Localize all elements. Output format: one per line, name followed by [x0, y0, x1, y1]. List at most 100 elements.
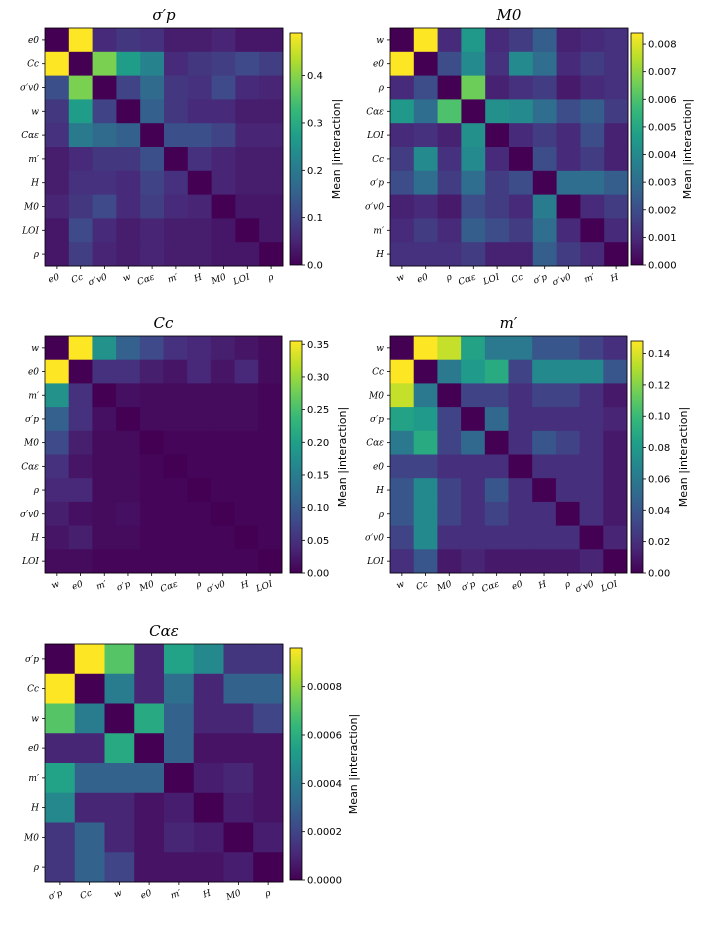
- heatmap-cell: [532, 407, 557, 432]
- x-tick-label: ρ: [444, 272, 454, 284]
- heatmap-cell: [187, 454, 212, 479]
- panel-title: σ′p: [152, 6, 176, 24]
- heatmap-cell: [140, 218, 165, 243]
- y-tick-label: H: [30, 533, 39, 543]
- x-tick-label: m′: [583, 272, 596, 285]
- heatmap-cell: [116, 478, 141, 503]
- colorbar-tick-label: 0.10: [648, 412, 670, 423]
- y-tick-label: e0: [28, 36, 39, 46]
- y-tick-label: ρ: [33, 250, 40, 260]
- heatmap-cell: [413, 99, 438, 124]
- heatmap-cell: [187, 170, 212, 195]
- heatmap-cell: [211, 170, 236, 195]
- heatmap-cell: [116, 430, 141, 455]
- y-tick-label: ρ: [33, 863, 40, 873]
- x-tick-label: H: [201, 888, 213, 900]
- heatmap-cell: [211, 218, 236, 243]
- heatmap-cell: [164, 75, 189, 100]
- heatmap-cell: [390, 501, 415, 526]
- heatmap-cell: [532, 549, 557, 574]
- heatmap-cell: [461, 147, 486, 172]
- heatmap-cell: [413, 194, 438, 219]
- colorbar-tick-label: 0.14: [648, 349, 670, 360]
- heatmap-cell: [461, 51, 486, 76]
- heatmap-cell: [140, 147, 165, 172]
- heatmap-cell: [604, 242, 629, 267]
- heatmap-cell: [390, 383, 415, 408]
- heatmap-cell: [234, 549, 259, 574]
- x-tick-label: Cc: [70, 272, 85, 285]
- colorbar: [289, 340, 303, 574]
- heatmap-cell: [555, 501, 580, 526]
- heatmap-cell: [390, 478, 415, 503]
- heatmap-cell: [603, 383, 628, 408]
- heatmap-cell: [484, 549, 509, 574]
- heatmap-cell: [390, 123, 415, 148]
- heatmap-cell: [210, 336, 235, 361]
- heatmap-cell: [45, 792, 76, 823]
- heatmap-cell: [579, 454, 604, 479]
- colorbar-tick-label: 0.00: [307, 569, 329, 580]
- colorbar-tick-label: 0.08: [648, 443, 670, 454]
- heatmap-cell: [45, 822, 76, 853]
- heatmap-cell: [437, 51, 462, 76]
- heatmap-cell: [579, 383, 604, 408]
- heatmap-cell: [604, 194, 629, 219]
- x-tick-label: H: [239, 579, 251, 591]
- colorbar-label: Mean |interaction|: [677, 407, 690, 507]
- heatmap-cell: [413, 549, 438, 574]
- y-tick-label: σ′v0: [365, 203, 384, 213]
- heatmap-cell: [92, 525, 117, 550]
- y-tick-label: M0: [23, 833, 39, 843]
- heatmap-cell: [253, 822, 284, 853]
- heatmap-cell: [437, 478, 462, 503]
- heatmap-cell: [555, 407, 580, 432]
- heatmap-cell: [259, 170, 284, 195]
- heatmap-cell: [193, 822, 224, 853]
- colorbar-tick-label: 0.004: [648, 150, 677, 161]
- x-tick-label: σ′v0: [574, 579, 596, 595]
- heatmap-cell: [116, 194, 141, 219]
- heatmap-cell: [603, 478, 628, 503]
- x-tick-label: w: [395, 272, 406, 284]
- heatmap-cell: [116, 28, 141, 53]
- heatmap-cell: [532, 359, 557, 384]
- heatmap-cell: [104, 763, 135, 794]
- x-tick-label: σ′v0: [551, 272, 573, 288]
- heatmap-cell: [140, 123, 165, 148]
- colorbar-tick-label: 0.005: [648, 122, 677, 133]
- heatmap-cell: [45, 147, 70, 172]
- heatmap-cell: [556, 28, 581, 53]
- x-tick-label: Cc: [510, 272, 525, 285]
- heatmap-cell: [258, 336, 283, 361]
- heatmap-cell: [139, 407, 164, 432]
- heatmap-cell: [45, 852, 76, 883]
- heatmap-cell: [45, 407, 70, 432]
- heatmap-cell: [437, 430, 462, 455]
- heatmap-cell: [74, 852, 105, 883]
- x-tick-label: Cαε: [136, 272, 156, 288]
- heatmap-cell: [104, 822, 135, 853]
- heatmap-cell: [259, 123, 284, 148]
- heatmap-cell: [259, 218, 284, 243]
- y-tick-label: m′: [28, 774, 39, 784]
- heatmap-cell: [508, 407, 533, 432]
- heatmap-cell: [603, 359, 628, 384]
- heatmap-cell: [259, 194, 284, 219]
- x-tick-label: e0: [416, 272, 430, 285]
- heatmap-cell: [164, 763, 195, 794]
- heatmap-cell: [604, 75, 629, 100]
- heatmap-cell: [164, 852, 195, 883]
- heatmap-cell: [258, 478, 283, 503]
- colorbar-label: Mean |interaction|: [681, 99, 694, 199]
- heatmap-cell: [193, 673, 224, 704]
- heatmap-cell: [74, 792, 105, 823]
- heatmap-cell: [253, 644, 284, 675]
- heatmap-cell: [259, 51, 284, 76]
- colorbar-tick-label: 0.001: [648, 233, 677, 244]
- heatmap-cell: [413, 170, 438, 195]
- heatmap-cell: [508, 478, 533, 503]
- heatmap-cell: [603, 407, 628, 432]
- heatmap-cell: [532, 99, 557, 124]
- heatmap-cell: [461, 218, 486, 243]
